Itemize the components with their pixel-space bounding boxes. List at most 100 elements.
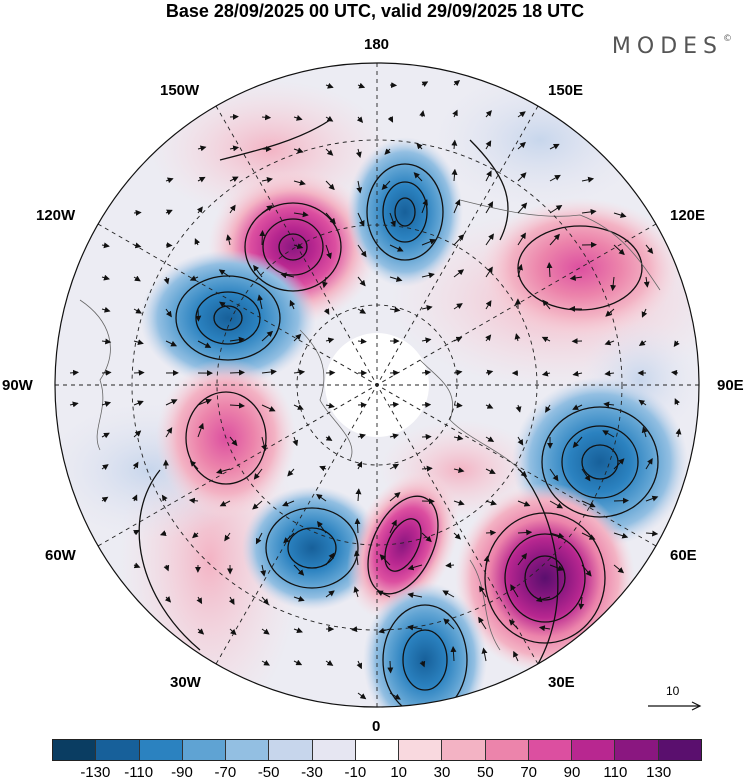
wind-arrow [357, 433, 366, 440]
lon-label-180: 180 [364, 36, 390, 53]
wind-arrow [197, 145, 207, 152]
wind-arrow [357, 244, 367, 258]
wind-arrow [218, 269, 231, 278]
wind-arrow [517, 202, 528, 214]
wind-arrow [421, 337, 432, 344]
wind-arrow [641, 308, 648, 318]
wind-arrow [229, 369, 245, 376]
wind-arrow [229, 336, 245, 343]
reference-vector: 10 [646, 684, 702, 714]
reference-vector-value: 10 [666, 684, 680, 698]
colorbar-tick-label: 130 [646, 764, 672, 781]
wind-arrow [485, 369, 494, 376]
colorbar-swatch [527, 740, 572, 760]
wind-arrow [613, 564, 625, 574]
wind-arrow [354, 518, 361, 534]
wind-vectors [69, 79, 682, 700]
wind-arrow [259, 230, 266, 246]
wind-arrow [101, 338, 112, 345]
wind-arrow [133, 242, 142, 249]
wind-arrow [389, 276, 403, 282]
wind-arrow [517, 436, 524, 446]
wind-arrow [287, 468, 295, 477]
wind-arrow [224, 532, 231, 542]
wind-arrow [645, 244, 654, 254]
wind-arrow [514, 333, 521, 342]
wind-arrow [510, 584, 519, 598]
colorbar-tick-label: -90 [171, 764, 193, 781]
wind-arrow [69, 369, 79, 376]
wind-arrow [165, 177, 174, 184]
wind-arrow [389, 692, 401, 700]
wind-arrow [421, 81, 429, 87]
wind-arrow [416, 142, 423, 150]
wind-arrow [485, 233, 494, 246]
wind-arrow [197, 398, 212, 406]
wind-arrow [252, 500, 263, 510]
wind-arrow [229, 204, 236, 214]
wind-arrow [325, 435, 333, 441]
colorbar-swatch [657, 740, 701, 760]
wind-arrow [289, 299, 296, 310]
wind-arrow [389, 492, 401, 502]
wind-arrow [165, 209, 173, 216]
wind-arrow [101, 306, 111, 313]
wind-arrow [604, 339, 615, 346]
wind-arrow [421, 369, 432, 376]
wind-arrow [293, 243, 304, 250]
wind-arrow [229, 402, 245, 409]
wind-arrow [485, 334, 492, 342]
wind-arrow [189, 460, 199, 470]
wind-arrow [605, 308, 615, 317]
wind-arrow [604, 370, 615, 377]
wind-arrow [197, 340, 212, 348]
colorbar-swatch [398, 740, 442, 760]
wind-arrow [610, 276, 617, 292]
wind-arrow [261, 436, 267, 452]
wind-arrow [293, 211, 309, 218]
wind-arrow [293, 115, 303, 121]
wind-arrow [389, 306, 401, 313]
wind-arrow [197, 422, 204, 438]
wind-arrow [517, 111, 526, 118]
wind-arrow [549, 564, 565, 571]
lon-label-120e: 120E [670, 207, 706, 224]
wind-arrow [545, 404, 551, 413]
wind-arrow [319, 465, 327, 472]
wind-arrow [485, 468, 496, 474]
wind-arrow [219, 500, 231, 507]
wind-arrow [317, 520, 327, 534]
colorbar-tick-label: 70 [520, 764, 537, 781]
wind-arrow [549, 500, 564, 509]
wind-arrow [219, 301, 231, 310]
wind-arrow [261, 596, 269, 605]
wind-arrow [569, 274, 583, 281]
wind-arrow [261, 205, 273, 214]
wind-arrow [195, 308, 202, 322]
wind-arrow [197, 176, 206, 183]
wind-arrow [641, 426, 648, 438]
wind-arrow [613, 212, 627, 218]
wind-arrow [283, 532, 295, 544]
wind-arrow [229, 145, 240, 152]
wind-arrow [165, 399, 178, 406]
wind-arrow [542, 299, 551, 310]
lon-label-90e: 90E [717, 377, 744, 394]
wind-arrow [293, 179, 306, 186]
colorbar-tick-label: -30 [301, 764, 323, 781]
wind-arrow [613, 532, 629, 539]
wind-arrow [407, 624, 423, 631]
wind-arrow [453, 532, 462, 540]
wind-arrow [381, 180, 391, 191]
wind-arrow [517, 552, 528, 566]
wind-arrow [357, 82, 366, 89]
wind-arrow [485, 529, 497, 536]
wind-arrow [293, 627, 303, 634]
wind-arrow [133, 562, 141, 569]
brand-text: MODES [611, 34, 723, 59]
wind-arrow [485, 300, 492, 310]
colorbar-tick-label: -110 [124, 764, 154, 781]
wind-arrow [581, 500, 596, 508]
wind-arrow [673, 340, 680, 348]
lon-label-30w: 30W [170, 674, 201, 691]
